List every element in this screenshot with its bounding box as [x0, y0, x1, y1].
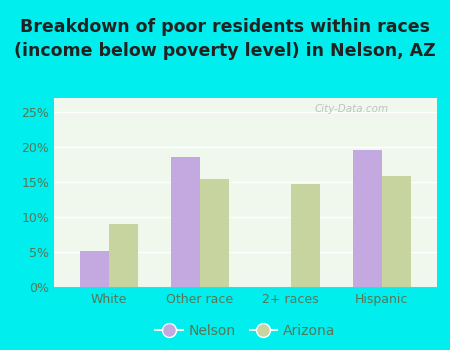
- Bar: [382, 176, 411, 287]
- Text: Breakdown of poor residents within races: Breakdown of poor residents within races: [20, 18, 430, 35]
- Bar: [108, 224, 138, 287]
- Bar: [80, 251, 108, 287]
- Bar: [291, 184, 320, 287]
- Legend: Nelson, Arizona: Nelson, Arizona: [150, 318, 341, 344]
- Text: (income below poverty level) in Nelson, AZ: (income below poverty level) in Nelson, …: [14, 42, 436, 60]
- Bar: [171, 158, 200, 287]
- Bar: [200, 178, 229, 287]
- Text: City-Data.com: City-Data.com: [314, 104, 388, 114]
- Bar: [353, 150, 382, 287]
